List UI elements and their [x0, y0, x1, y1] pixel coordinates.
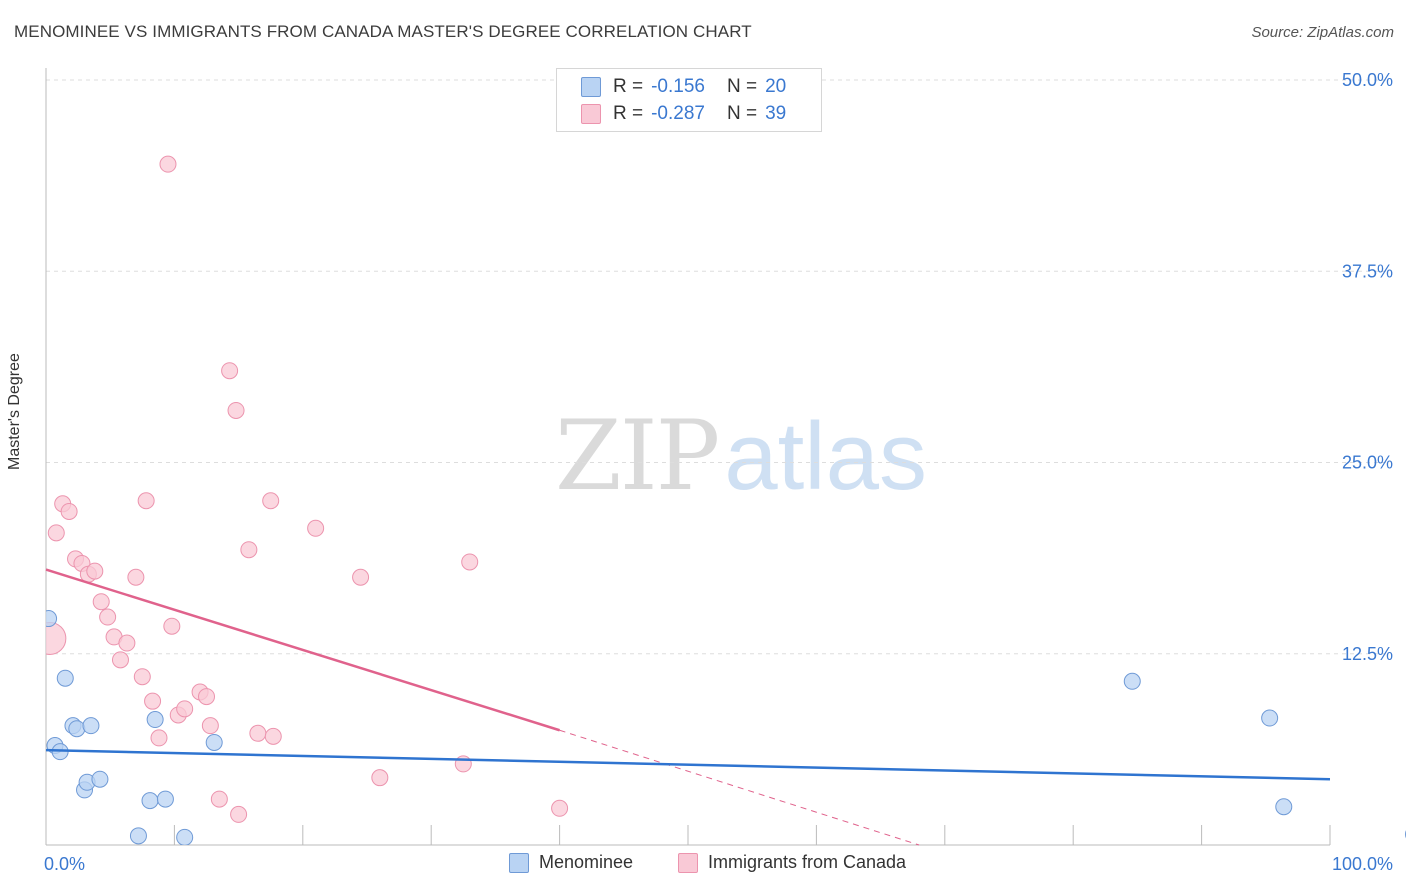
canada-point [150, 729, 168, 747]
legend-row-menominee: R = -0.156 N = 20 [581, 75, 786, 99]
menominee-point [91, 770, 109, 788]
canada-point [551, 799, 569, 817]
menominee-trend-line [45, 748, 1331, 781]
canada-point [230, 805, 248, 823]
menominee-point [82, 717, 100, 735]
y-tick-label: 25.0% [1342, 453, 1393, 473]
menominee-point [1123, 672, 1141, 690]
canada-point [352, 568, 370, 586]
menominee-point [156, 790, 174, 808]
canada-point [111, 651, 129, 669]
legend-label-menominee: Menominee [539, 852, 634, 872]
canada-point [221, 362, 239, 380]
legend-swatch-menominee [581, 77, 601, 97]
canada-point [92, 593, 110, 611]
canada-point [137, 492, 155, 510]
canada-trend-line [45, 568, 560, 732]
canada-point [264, 727, 282, 745]
x-tick-label: 0.0% [44, 854, 85, 874]
menominee-point [1275, 798, 1293, 816]
menominee-point [176, 828, 194, 845]
canada-point [371, 769, 389, 787]
canada-point [307, 519, 325, 537]
legend-r-value: -0.156 [651, 76, 705, 97]
legend-n-label: N = [726, 76, 758, 97]
canada-point [249, 724, 267, 742]
canada-point [144, 692, 162, 710]
legend-swatch-canada [678, 852, 698, 873]
canada-point [210, 790, 228, 808]
y-tick-label: 12.5% [1342, 644, 1393, 664]
y-tick-label: 50.0% [1342, 70, 1393, 90]
canada-point [262, 492, 280, 510]
canada-point [159, 155, 177, 173]
legend-r-label: R = [613, 103, 644, 124]
watermark-atlas: atlas [724, 403, 927, 510]
legend-n-value: 20 [765, 76, 787, 97]
x-tick-label: 100.0% [1332, 854, 1393, 874]
source-label: Source: ZipAtlas.com [1251, 24, 1394, 41]
canada-point [60, 502, 78, 520]
menominee-point [141, 792, 159, 810]
legend-swatch-menominee [509, 852, 529, 873]
bottom-legend-canada: Immigrants from Canada [678, 852, 906, 873]
chart-title: MENOMINEE VS IMMIGRANTS FROM CANADA MAST… [14, 22, 752, 41]
canada-point [227, 401, 245, 419]
menominee-point [46, 610, 58, 628]
bottom-legend-menominee: Menominee [509, 852, 633, 873]
legend-n-value: 39 [765, 103, 787, 124]
canada-point [201, 717, 219, 735]
canada-point [176, 700, 194, 718]
canada-point [127, 568, 145, 586]
canada-point [46, 621, 67, 655]
stats-legend: R = -0.156 N = 20 R = -0.287 N = 39 [556, 68, 822, 132]
canada-point [163, 617, 181, 635]
menominee-point [205, 733, 223, 751]
menominee-point [146, 711, 164, 729]
canada-trend-line-dashed [559, 729, 920, 846]
watermark-zip: ZIP [555, 400, 720, 512]
menominee-point [129, 827, 147, 845]
menominee-point [1261, 709, 1279, 727]
menominee-point [68, 720, 86, 738]
canada-point [99, 608, 117, 626]
canada-point [47, 524, 65, 542]
watermark: ZIPatlas [555, 400, 927, 512]
legend-label-canada: Immigrants from Canada [708, 852, 907, 872]
canada-point [240, 541, 258, 559]
legend-swatch-canada [581, 104, 601, 124]
y-tick-label: 37.5% [1342, 261, 1393, 281]
canada-point [461, 553, 479, 571]
legend-row-canada: R = -0.287 N = 39 [581, 102, 786, 126]
legend-r-label: R = [613, 76, 644, 97]
canada-point [118, 634, 136, 652]
canada-point [198, 688, 215, 706]
menominee-point [56, 669, 74, 687]
canada-point [133, 668, 151, 686]
legend-r-value: -0.287 [651, 103, 705, 124]
legend-n-label: N = [726, 103, 758, 124]
canada-point [86, 562, 104, 580]
